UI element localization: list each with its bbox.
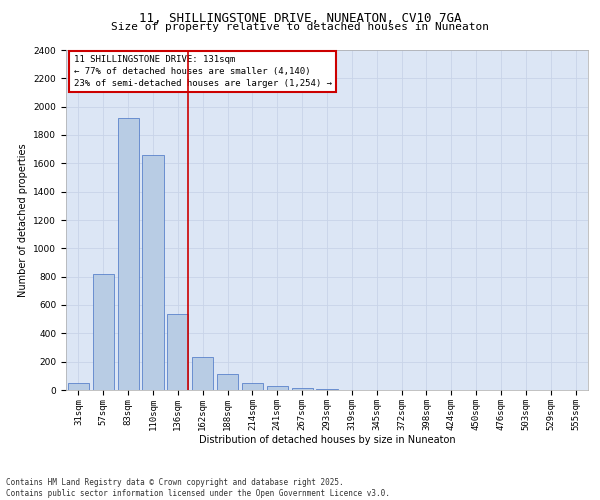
- Bar: [118, 118, 139, 390]
- Bar: [192, 356, 213, 390]
- Bar: [217, 374, 238, 390]
- Text: Size of property relative to detached houses in Nuneaton: Size of property relative to detached ho…: [111, 22, 489, 32]
- Text: 11 SHILLINGSTONE DRIVE: 131sqm
← 77% of detached houses are smaller (4,140)
23% : 11 SHILLINGSTONE DRIVE: 131sqm ← 77% of …: [74, 55, 332, 88]
- Bar: [93, 274, 114, 390]
- Bar: [142, 155, 164, 390]
- Bar: [267, 386, 288, 390]
- Y-axis label: Number of detached properties: Number of detached properties: [18, 143, 28, 297]
- Bar: [292, 388, 313, 390]
- Bar: [68, 383, 89, 390]
- Bar: [242, 383, 263, 390]
- Bar: [167, 314, 188, 390]
- Text: 11, SHILLINGSTONE DRIVE, NUNEATON, CV10 7GA: 11, SHILLINGSTONE DRIVE, NUNEATON, CV10 …: [139, 12, 461, 26]
- X-axis label: Distribution of detached houses by size in Nuneaton: Distribution of detached houses by size …: [199, 436, 455, 446]
- Text: Contains HM Land Registry data © Crown copyright and database right 2025.
Contai: Contains HM Land Registry data © Crown c…: [6, 478, 390, 498]
